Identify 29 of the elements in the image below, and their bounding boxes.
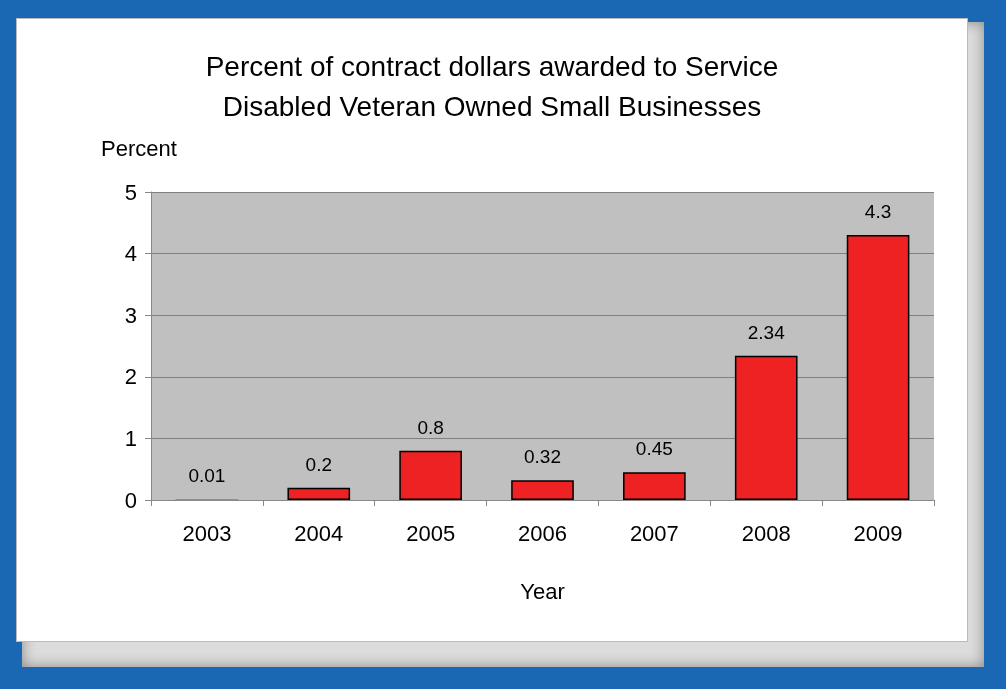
bar [734,355,798,500]
y-tick-label: 5 [124,179,137,205]
bar [846,235,910,500]
x-tick-label: 2005 [406,520,456,546]
y-tick-label: 2 [124,364,137,390]
data-label: 2.34 [747,321,786,343]
x-tick-label: 2009 [853,520,903,546]
data-label: 4.3 [864,201,892,223]
x-tick-label: 2003 [182,520,232,546]
x-tick-label: 2006 [518,520,567,546]
data-label: 0.01 [188,465,226,487]
chart-title: Percent of contract dollars awarded to Service Disabled Veteran Owned Small Businesses [205,50,779,122]
y-tick-label: 4 [124,241,137,267]
x-axis-title: Year [520,578,565,604]
bar [399,450,462,500]
y-tick-label: 0 [124,487,137,513]
data-label: 0.45 [635,438,673,460]
y-axis-title: Percent [101,135,177,161]
bar [287,487,351,500]
data-label: 0.32 [524,446,561,468]
bar [511,480,574,500]
x-tick-label: 2004 [294,520,344,546]
y-tick-label: 3 [124,302,137,328]
y-tick-label: 1 [124,425,137,451]
bar [623,472,686,500]
x-tick-label: 2008 [741,520,791,546]
data-label: 0.8 [417,416,444,438]
x-tick-label: 2007 [629,520,679,546]
data-label: 0.2 [305,453,332,475]
